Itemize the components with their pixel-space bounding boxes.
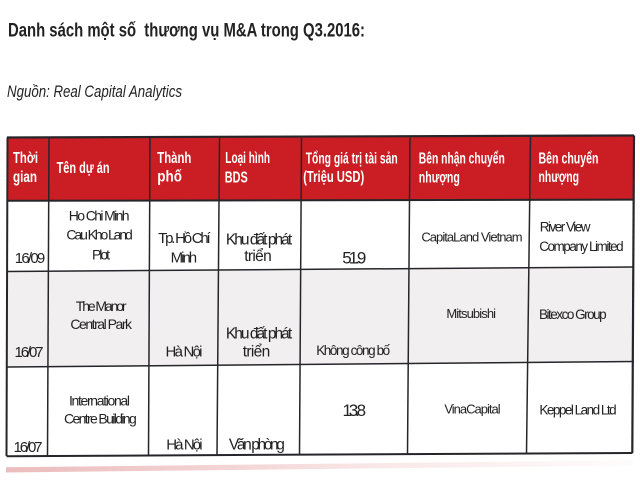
svg-text:nhượng: nhượng xyxy=(539,169,580,186)
svg-text:Plot: Plot xyxy=(92,247,110,263)
svg-text:BDS: BDS xyxy=(225,170,248,187)
svg-text:Bên nhận chuyển: Bên nhận chuyển xyxy=(419,150,505,167)
svg-text:13.8: 13.8 xyxy=(343,401,367,420)
svg-text:International: International xyxy=(69,392,130,408)
svg-text:Mitsubishi: Mitsubishi xyxy=(446,306,496,321)
svg-text:CapitaLand Vietnam: CapitaLand Vietnam xyxy=(421,230,522,245)
svg-text:51.9: 51.9 xyxy=(342,249,366,268)
svg-text:Bitexco Group: Bitexco Group xyxy=(539,307,607,322)
svg-text:Centre Building: Centre Building xyxy=(64,410,137,426)
svg-text:nhượng: nhượng xyxy=(419,170,460,187)
svg-text:16/09: 16/09 xyxy=(15,250,46,267)
svg-text:Keppel Land Ltd: Keppel Land Ltd xyxy=(539,403,616,418)
svg-text:gian: gian xyxy=(13,169,37,186)
svg-text:Central Park: Central Park xyxy=(70,316,133,332)
svg-text:16/07: 16/07 xyxy=(15,344,44,361)
svg-text:VinaCapital: VinaCapital xyxy=(444,401,500,416)
svg-text:16/07: 16/07 xyxy=(14,439,43,456)
svg-text:Cau Kho Land: Cau Kho Land xyxy=(66,227,132,243)
svg-text:(Triệu USD): (Triệu USD) xyxy=(303,169,364,186)
svg-text:triển: triển xyxy=(243,343,271,360)
svg-text:Hà Nội: Hà Nội xyxy=(166,344,203,361)
svg-text:phố: phố xyxy=(157,169,182,186)
svg-text:Thời: Thời xyxy=(13,150,38,167)
svg-text:Văn phòng: Văn phòng xyxy=(229,437,285,454)
svg-text:Minh: Minh xyxy=(171,250,198,267)
svg-text:River View: River View xyxy=(540,220,591,235)
svg-text:Hà Nội: Hà Nội xyxy=(166,436,202,453)
svg-text:Company Limited: Company Limited xyxy=(539,239,624,254)
svg-text:Thành: Thành xyxy=(157,150,191,167)
svg-text:Tên dự án: Tên dự án xyxy=(57,160,110,177)
svg-text:Nguồn: Real Capital Analytics: Nguồn: Real Capital Analytics xyxy=(7,83,182,101)
svg-text:triển: triển xyxy=(244,248,272,265)
svg-text:The Manor: The Manor xyxy=(76,298,127,314)
svg-text:Bên chuyển: Bên chuyển xyxy=(539,150,599,167)
svg-text:Khu đất phát: Khu đất phát xyxy=(226,326,293,343)
svg-text:Ho Chi Minh: Ho Chi Minh xyxy=(69,208,130,224)
svg-text:Loại hình: Loại hình xyxy=(225,150,270,167)
svg-text:Tp. Hồ Chí: Tp. Hồ Chí xyxy=(158,230,211,247)
svg-text:Không công bố: Không công bố xyxy=(316,343,390,358)
svg-text:Danh sách một số thương vụ M&: Danh sách một số thương vụ M&A trong Q3.… xyxy=(8,21,365,42)
svg-text:Tổng giá trị tài sản: Tổng giá trị tài sản xyxy=(306,150,398,167)
svg-text:Khu đất phát: Khu đất phát xyxy=(226,232,293,249)
